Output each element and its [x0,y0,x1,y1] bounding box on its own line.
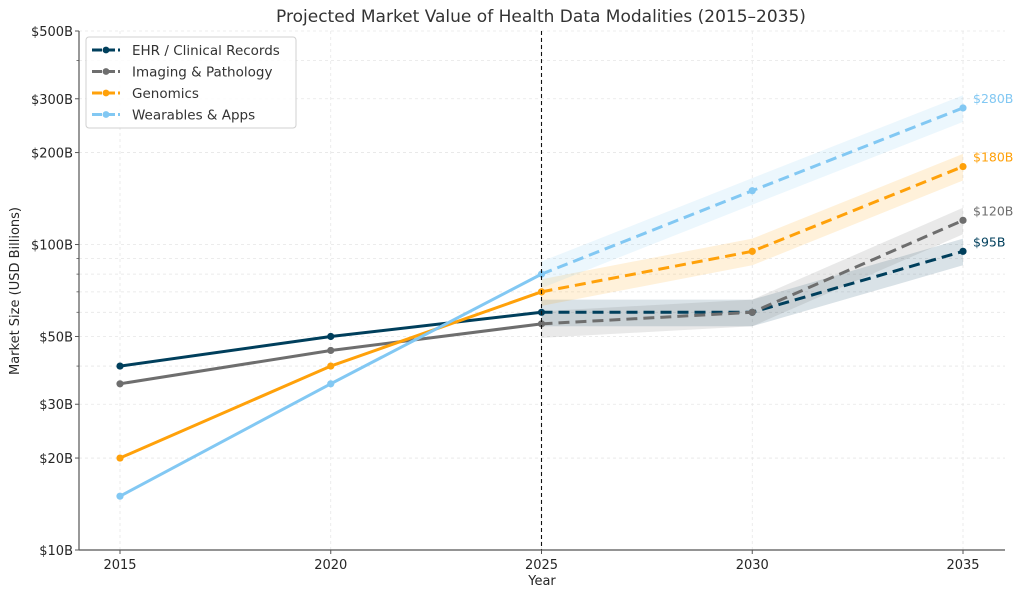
series-lines [116,104,967,500]
data-point [748,308,756,316]
data-point [116,362,124,370]
y-tick-label: $500B [31,25,73,40]
legend-label: Wearables & Apps [132,108,255,124]
data-point [959,216,967,224]
data-point [748,187,756,195]
forecast-band-2 [541,153,963,306]
x-tick-label: 2015 [103,558,136,573]
data-point [959,247,967,255]
data-point [116,492,124,500]
end-labels: $95B $120B $180B $280B [973,91,1013,249]
legend-label: Imaging & Pathology [132,65,272,81]
legend-box [85,36,297,129]
y-tick-label: $300B [31,93,73,108]
data-point [327,346,335,355]
end-value-label: $280B [973,91,1013,106]
data-point [116,380,124,388]
forecast-band-0 [541,238,963,327]
data-point [327,362,335,370]
forecast-bands [541,95,963,338]
data-point [748,247,756,255]
legend-swatch-marker [102,46,110,54]
data-point [959,104,967,112]
x-axis-label: Year [527,574,556,589]
x-tick-label: 2020 [314,558,347,573]
chart-title: Projected Market Value of Health Data Mo… [276,7,806,27]
legend-label: EHR / Clinical Records [132,43,280,59]
y-tick-label: $20B [39,452,73,467]
x-tick-label: 2025 [525,558,558,573]
end-value-label: $120B [973,203,1013,218]
x-tick-label: 2030 [736,558,769,573]
legend-swatch-marker [102,111,110,118]
data-point [959,162,967,171]
data-point [327,332,335,341]
data-point [327,380,335,388]
x-tick-label: 2035 [946,558,979,573]
y-tick-label: $200B [31,147,73,162]
y-axis-label: Market Size (USD Billions) [8,207,23,375]
y-tick-label: $10B [39,544,73,559]
end-value-label: $95B [973,234,1005,249]
y-tick-label: $100B [31,239,73,254]
y-tick-label: $30B [39,398,73,413]
legend-swatch-marker [102,89,110,97]
end-value-label: $180B [973,150,1013,165]
legend-label: Genomics [132,86,199,102]
data-point [116,454,124,462]
legend: EHR / Clinical Records Imaging & Patholog… [85,36,297,129]
axes: 2015 2020 2025 2030 2035 $10B $20B $30B $50B $100… [31,25,1005,573]
legend-swatch-marker [102,68,110,75]
y-tick-label: $50B [39,330,73,345]
data-point [537,320,546,328]
data-point [537,270,546,278]
